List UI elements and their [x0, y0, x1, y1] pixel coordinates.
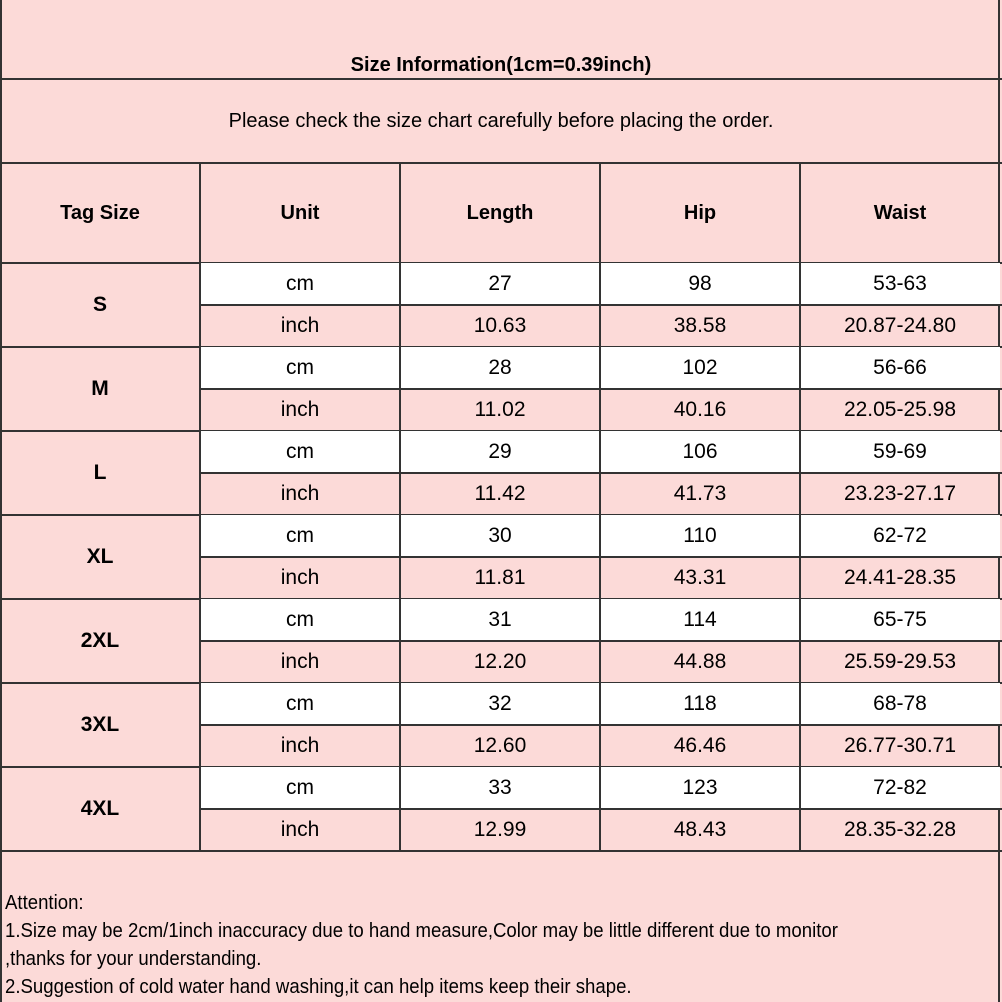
table-cell-cm-length: 27	[400, 263, 600, 305]
size-chart-title: Size Information(1cm=0.39inch)	[0, 0, 1002, 79]
table-cell-cm-unit: cm	[200, 515, 400, 557]
table-cell-cm-length: 32	[400, 683, 600, 725]
title-text: Size Information(1cm=0.39inch)	[350, 54, 652, 76]
table-cell-inch-length: 11.81	[474, 566, 526, 589]
table-cell-inch-length: 12.20	[473, 650, 527, 673]
attention-heading: Attention:	[5, 892, 84, 914]
attention-line: 2.Suggestion of cold water hand washing,…	[5, 976, 632, 998]
table-cell-inch-unit: inch	[280, 314, 320, 337]
table-cell-inch-waist: 24.41-28.35	[843, 566, 957, 589]
table-cell-inch-unit: inch	[280, 398, 320, 421]
table-cell-inch-hip: 44.88	[673, 650, 727, 673]
table-cell-inch-length: 11.42	[474, 482, 526, 505]
table-cell-cm-waist: 59-69	[800, 431, 1000, 473]
header-waist: Waist	[873, 201, 927, 224]
column-divider	[399, 163, 401, 851]
header-length: Length	[466, 201, 534, 224]
table-cell-inch-unit: inch	[280, 734, 320, 757]
header-hip: Hip	[683, 201, 717, 224]
column-divider	[799, 163, 801, 851]
table-cell-inch-hip: 41.73	[673, 482, 727, 505]
table-cell-cm-hip: 98	[600, 263, 800, 305]
size-label-l: L	[93, 461, 107, 484]
table-cell-inch-hip: 48.43	[673, 818, 727, 841]
table-cell-cm-unit: cm	[200, 683, 400, 725]
table-cell-inch-unit: inch	[280, 566, 320, 589]
divider	[200, 640, 1002, 642]
size-label-2xl: 2XL	[80, 629, 120, 652]
table-cell-inch-waist: 28.35-32.28	[843, 818, 957, 841]
size-label-3xl: 3XL	[80, 713, 120, 736]
table-cell-inch-hip: 40.16	[673, 398, 727, 421]
table-cell-cm-hip: 102	[600, 347, 800, 389]
table-cell-inch-unit: inch	[280, 650, 320, 673]
divider	[200, 388, 1002, 390]
table-cell-cm-length: 30	[400, 515, 600, 557]
table-cell-cm-hip: 106	[600, 431, 800, 473]
table-cell-inch-hip: 38.58	[673, 314, 727, 337]
table-cell-inch-unit: inch	[280, 818, 320, 841]
column-divider	[599, 163, 601, 851]
attention-line: 1.Size may be 2cm/1inch inaccuracy due t…	[5, 920, 838, 942]
table-cell-cm-unit: cm	[200, 767, 400, 809]
divider	[200, 808, 1002, 810]
divider	[0, 78, 1002, 80]
table-cell-inch-waist: 25.59-29.53	[843, 650, 957, 673]
table-cell-cm-waist: 68-78	[800, 683, 1000, 725]
header-unit: Unit	[280, 201, 320, 224]
table-cell-inch-hip: 43.31	[673, 566, 727, 589]
table-cell-cm-length: 29	[400, 431, 600, 473]
attention-line: ,thanks for your understanding.	[5, 948, 262, 970]
table-cell-cm-hip: 118	[600, 683, 800, 725]
table-cell-cm-length: 28	[400, 347, 600, 389]
table-cell-inch-unit: inch	[280, 482, 320, 505]
table-cell-cm-unit: cm	[200, 263, 400, 305]
table-cell-cm-hip: 110	[600, 515, 800, 557]
size-label-4xl: 4XL	[80, 797, 120, 820]
table-cell-inch-waist: 20.87-24.80	[843, 314, 957, 337]
table-cell-cm-waist: 72-82	[800, 767, 1000, 809]
table-cell-cm-length: 31	[400, 599, 600, 641]
table-cell-cm-unit: cm	[200, 431, 400, 473]
divider	[200, 724, 1002, 726]
table-cell-inch-length: 12.60	[473, 734, 527, 757]
table-cell-cm-unit: cm	[200, 599, 400, 641]
divider	[0, 162, 1002, 164]
size-chart-subtitle: Please check the size chart carefully be…	[228, 109, 774, 132]
table-cell-cm-hip: 123	[600, 767, 800, 809]
table-cell-inch-length: 10.63	[473, 314, 527, 337]
table-cell-inch-waist: 23.23-27.17	[843, 482, 957, 505]
divider	[200, 556, 1002, 558]
size-label-s: S	[92, 293, 107, 316]
column-divider	[199, 163, 201, 851]
table-cell-inch-hip: 46.46	[673, 734, 727, 757]
table-cell-cm-length: 33	[400, 767, 600, 809]
size-label-xl: XL	[86, 545, 114, 568]
table-cell-cm-unit: cm	[200, 347, 400, 389]
header-tag-size: Tag Size	[60, 201, 140, 224]
table-cell-inch-length: 12.99	[473, 818, 527, 841]
divider	[200, 472, 1002, 474]
divider	[200, 304, 1002, 306]
table-cell-cm-hip: 114	[600, 599, 800, 641]
table-cell-cm-waist: 65-75	[800, 599, 1000, 641]
divider	[0, 850, 1002, 852]
size-label-m: M	[91, 377, 109, 400]
table-cell-inch-length: 11.02	[474, 398, 526, 421]
table-cell-inch-waist: 26.77-30.71	[843, 734, 957, 757]
table-cell-cm-waist: 53-63	[800, 263, 1000, 305]
table-cell-inch-waist: 22.05-25.98	[843, 398, 957, 421]
table-cell-cm-waist: 62-72	[800, 515, 1000, 557]
table-cell-cm-waist: 56-66	[800, 347, 1000, 389]
